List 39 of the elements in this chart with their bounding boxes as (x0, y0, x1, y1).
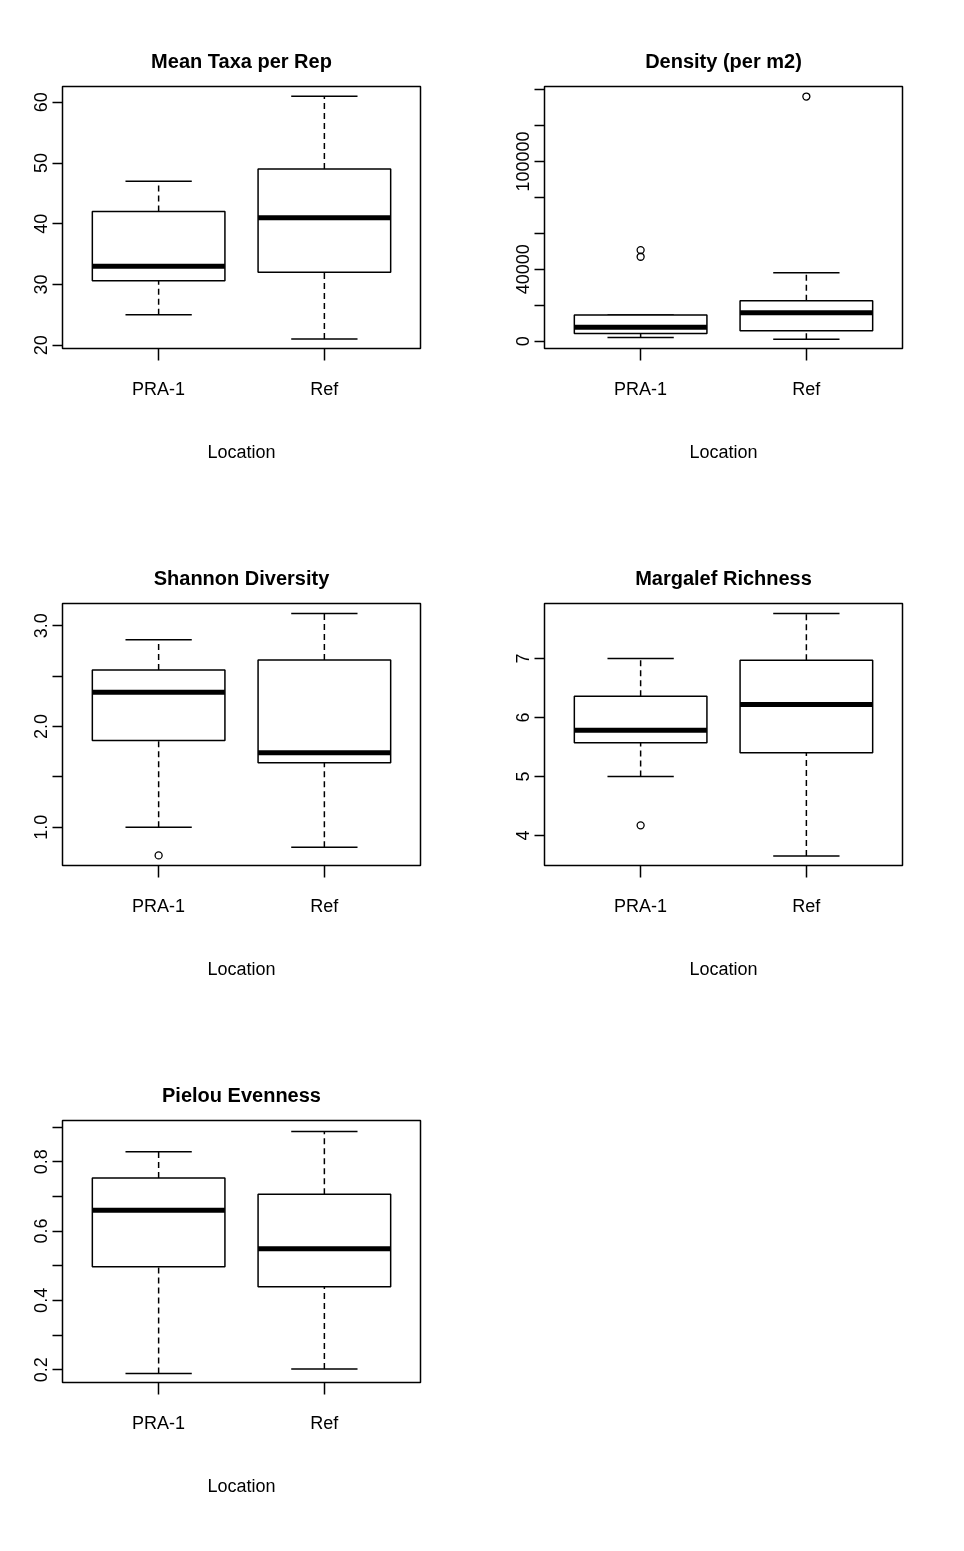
y-tick-label: 3.0 (31, 613, 52, 639)
chart-title: Margalef Richness (635, 566, 812, 589)
x-tick-label: PRA-1 (614, 895, 668, 916)
y-tick-label: 0.6 (31, 1218, 52, 1244)
y-tick-label: 1.0 (31, 814, 52, 840)
y-tick-label: 6 (513, 712, 534, 723)
x-tick-label: Ref (310, 895, 340, 916)
y-tick-label: 100000 (513, 131, 534, 192)
chart-title: Shannon Diversity (153, 566, 331, 589)
x-axis-title: Location (207, 1475, 276, 1496)
x-tick-label: PRA-1 (614, 378, 668, 399)
y-tick-label: 4 (513, 830, 534, 841)
x-tick-label: Ref (792, 895, 822, 916)
y-tick-label: 0.2 (31, 1357, 52, 1383)
x-tick-label: Ref (310, 1412, 340, 1433)
x-axis-title: Location (689, 958, 758, 979)
x-tick-label: Ref (310, 378, 340, 399)
y-tick-label: 7 (513, 653, 534, 664)
y-tick-label: 40 (31, 213, 52, 234)
y-tick-label: 40000 (513, 244, 534, 295)
y-tick-label: 0.8 (31, 1149, 52, 1175)
y-tick-label: 30 (31, 274, 52, 295)
x-tick-label: PRA-1 (132, 378, 186, 399)
y-tick-label: 20 (31, 335, 52, 356)
y-tick-label: 50 (31, 152, 52, 174)
y-tick-label: 60 (31, 92, 52, 113)
x-tick-label: Ref (792, 378, 822, 399)
chart-title: Density (per m2) (645, 49, 802, 72)
y-tick-label: 0.4 (31, 1287, 52, 1313)
x-tick-label: PRA-1 (132, 895, 186, 916)
x-axis-title: Location (207, 441, 276, 462)
y-tick-label: 5 (513, 771, 534, 782)
chart-title: Mean Taxa per Rep (151, 49, 332, 72)
x-tick-label: PRA-1 (132, 1412, 186, 1433)
y-tick-label: 2.0 (31, 713, 52, 739)
x-axis-title: Location (689, 441, 758, 462)
x-axis-title: Location (207, 958, 276, 979)
y-tick-label: 0 (513, 336, 534, 347)
chart-title: Pielou Evenness (162, 1083, 321, 1106)
